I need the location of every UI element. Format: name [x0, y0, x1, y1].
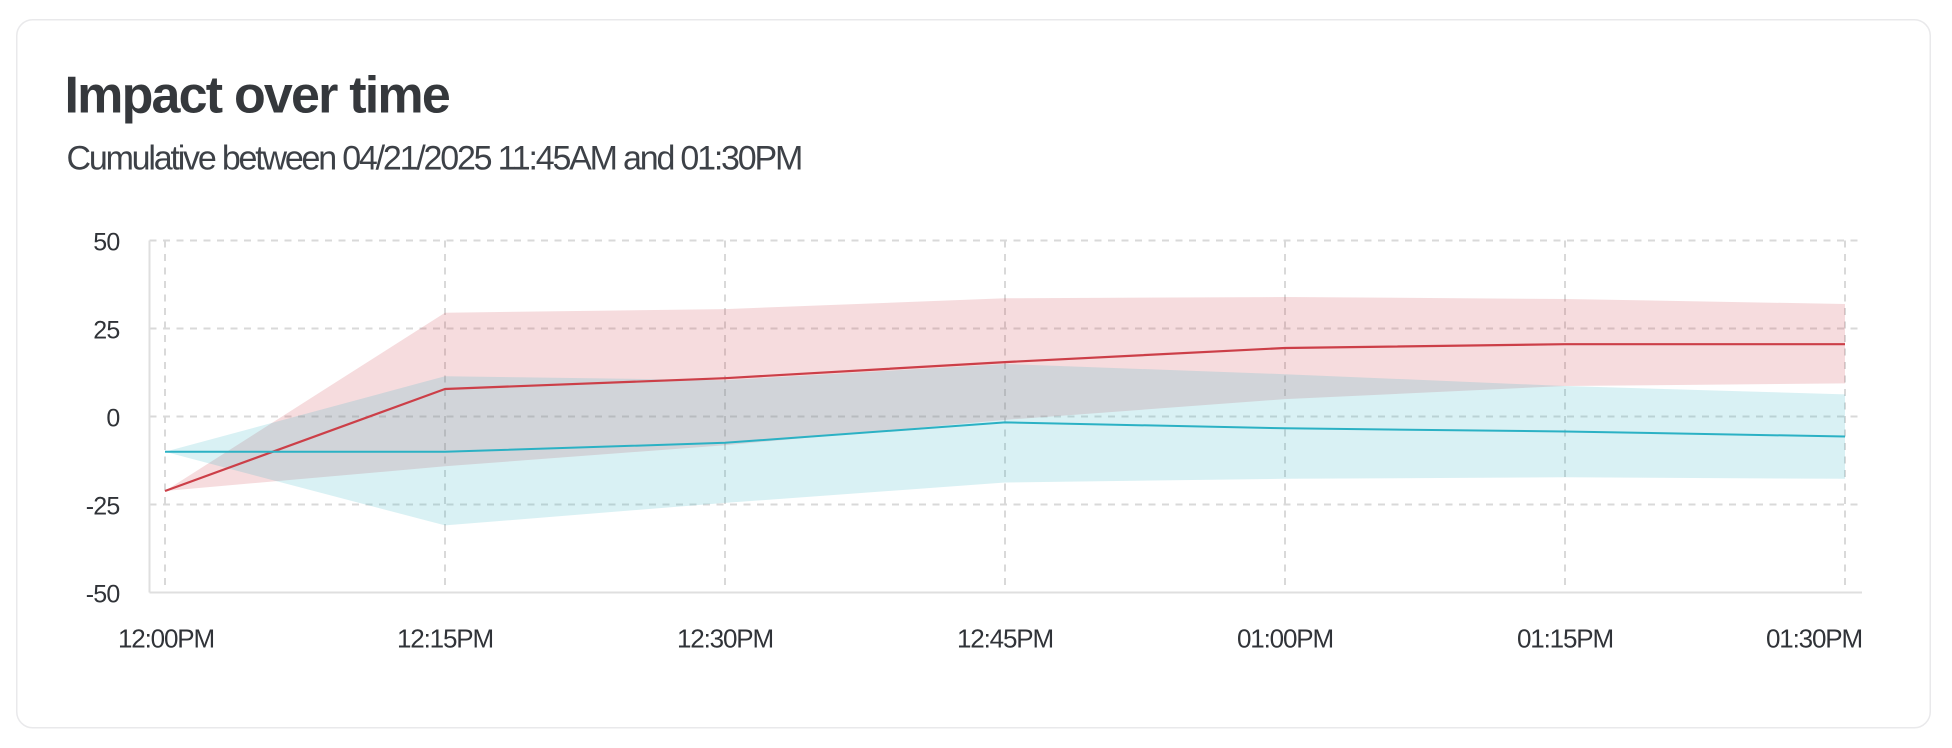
- svg-text:01:00PM: 01:00PM: [1237, 624, 1333, 654]
- svg-text:12:45PM: 12:45PM: [957, 624, 1053, 654]
- svg-text:Cumulative between 04/21/2025: Cumulative between 04/21/2025 11:45AM an…: [67, 140, 802, 178]
- svg-text:25: 25: [93, 317, 119, 345]
- svg-text:12:30PM: 12:30PM: [677, 624, 773, 654]
- svg-text:-50: -50: [86, 581, 120, 609]
- svg-text:12:15PM: 12:15PM: [397, 624, 493, 654]
- svg-text:-25: -25: [86, 493, 120, 521]
- svg-text:01:30PM: 01:30PM: [1766, 624, 1862, 654]
- svg-text:0: 0: [106, 405, 119, 433]
- svg-text:12:00PM: 12:00PM: [118, 624, 214, 654]
- svg-text:01:15PM: 01:15PM: [1517, 624, 1613, 654]
- svg-text:50: 50: [93, 229, 119, 257]
- svg-text:Impact over time: Impact over time: [65, 67, 450, 125]
